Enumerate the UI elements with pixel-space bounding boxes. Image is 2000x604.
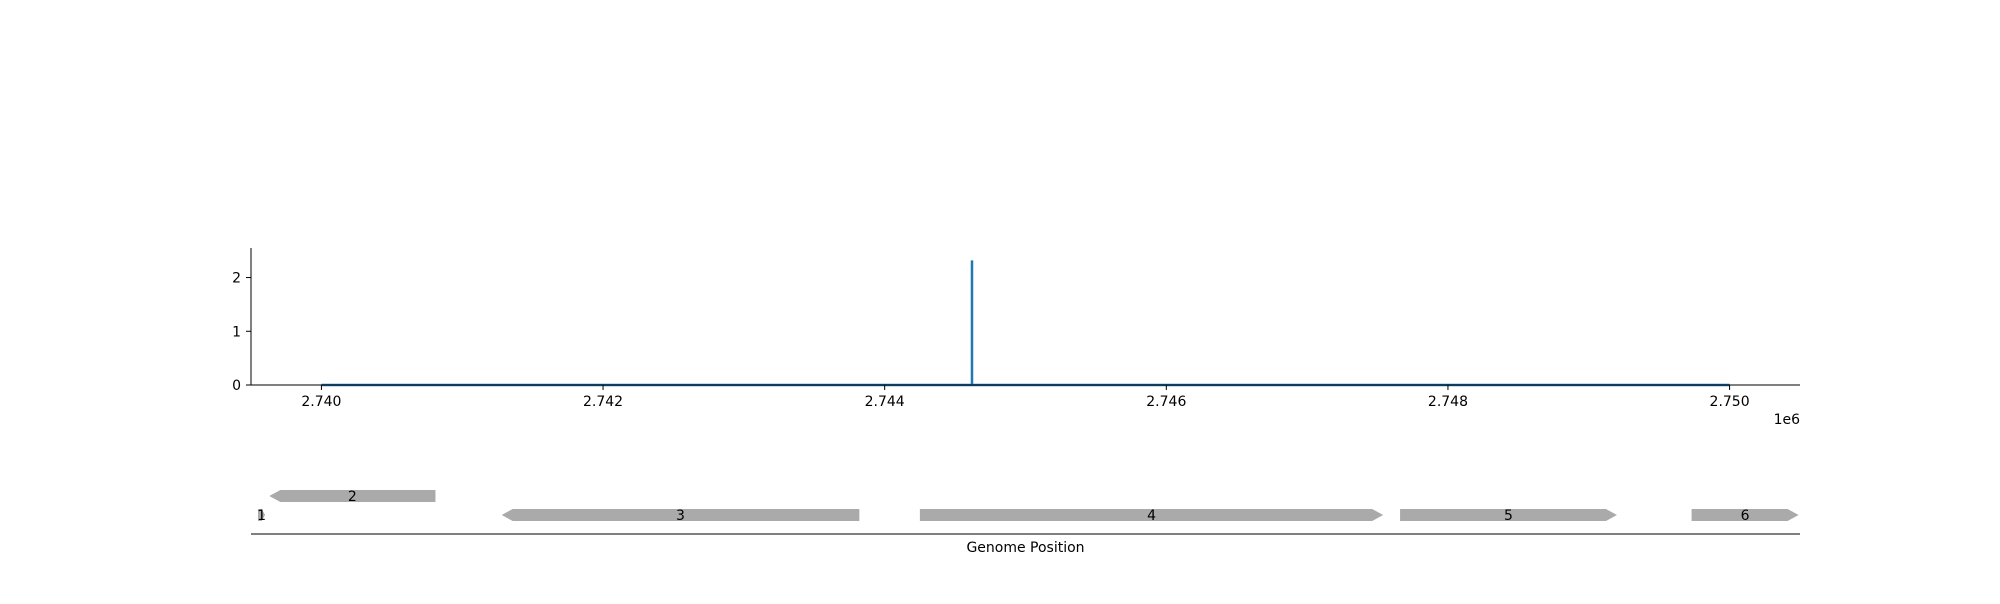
gene-label: 6 bbox=[1741, 508, 1750, 524]
gene-panel: 1 2 3 4 5 6 Genome Position bbox=[251, 489, 1800, 556]
x-tick-label: 2.744 bbox=[865, 394, 905, 410]
gene-label: 2 bbox=[348, 489, 357, 505]
gene-label: 4 bbox=[1147, 508, 1156, 524]
x-tick-label: 2.740 bbox=[301, 394, 341, 410]
x-tick-label: 2.750 bbox=[1710, 394, 1750, 410]
gene-arrow bbox=[919, 509, 1384, 521]
y-tick-label: 2 bbox=[232, 271, 241, 287]
coverage-line bbox=[321, 260, 1730, 387]
gene-arrow bbox=[269, 490, 436, 502]
y-tick-label: 0 bbox=[232, 378, 241, 394]
gene-label: 5 bbox=[1504, 508, 1513, 524]
x-tick-label: 2.746 bbox=[1146, 394, 1186, 410]
x-offset-label: 1e6 bbox=[1774, 412, 1801, 428]
gene-arrow bbox=[501, 509, 860, 521]
x-tick-label: 2.748 bbox=[1428, 394, 1468, 410]
gene-arrow bbox=[1400, 509, 1617, 521]
x-tick-label: 2.742 bbox=[583, 394, 623, 410]
gene-label: 1 bbox=[257, 508, 266, 524]
gene-arrow bbox=[1691, 509, 1799, 521]
coverage-panel: 2.740 2.742 2.744 2.746 2.748 2.750 1e6 0 1 2 bbox=[232, 248, 1800, 428]
y-tick-label: 1 bbox=[232, 324, 241, 340]
gene-arrow bbox=[258, 509, 266, 521]
x-axis-title: Genome Position bbox=[966, 540, 1084, 556]
gene-label: 3 bbox=[676, 508, 685, 524]
